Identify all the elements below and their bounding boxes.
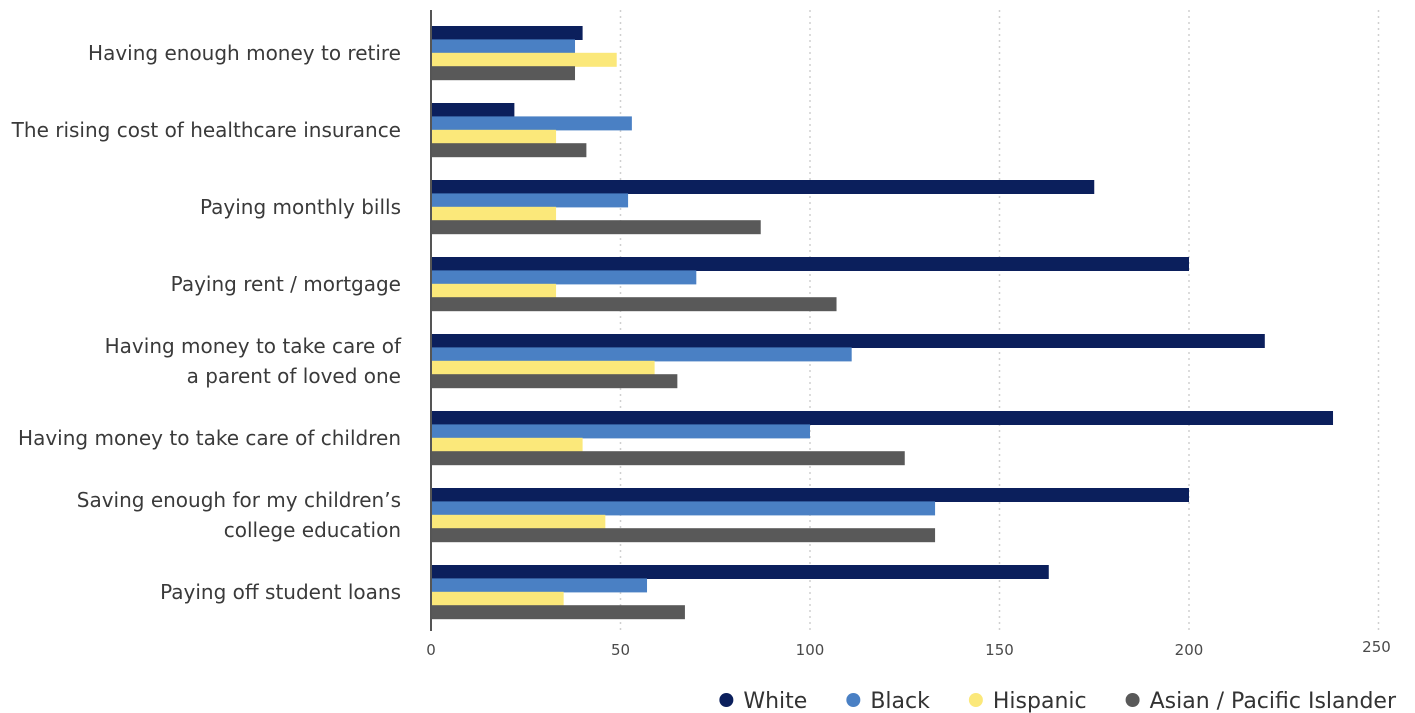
bar-black <box>431 578 648 593</box>
category-label: The rising cost of healthcare insurance <box>11 118 401 142</box>
category-label: Paying monthly bills <box>200 195 401 219</box>
x-tick-label: 200 <box>1175 641 1204 659</box>
bar-hispanic <box>431 591 564 606</box>
legend-item: Asian / Pacific Islander <box>1125 689 1397 713</box>
bar-white <box>431 26 583 40</box>
category-label: college education <box>224 518 401 542</box>
category-label: Paying rent / mortgage <box>171 272 401 296</box>
category-label: Having enough money to retire <box>88 41 401 65</box>
bar-white <box>431 257 1189 271</box>
x-tick-labels: 0 50 100 150 200 250 <box>426 638 1391 659</box>
legend-swatch <box>719 693 734 707</box>
bar-black <box>431 193 629 208</box>
category-label: Having money to take care of children <box>18 426 401 450</box>
bar-black <box>431 347 852 362</box>
bar-asian-pacific-islander <box>431 297 837 312</box>
x-tick-label: 250 <box>1362 638 1391 656</box>
bar-white <box>431 565 1049 579</box>
bar-asian-pacific-islander <box>431 528 936 543</box>
bars <box>431 26 1334 620</box>
bar-asian-pacific-islander <box>431 451 905 466</box>
bar-asian-pacific-islander <box>431 605 685 620</box>
bar-hispanic <box>431 52 617 67</box>
category-labels: Having enough money to retire The rising … <box>11 41 402 604</box>
legend-label: White <box>743 689 807 713</box>
bar-white <box>431 103 515 117</box>
bar-hispanic <box>431 514 606 529</box>
legend-label: Black <box>870 689 930 713</box>
category-label: Having money to take care of <box>105 334 402 358</box>
category-label: Saving enough for my children’s <box>77 488 401 512</box>
grid-lines <box>619 10 1380 631</box>
bar-black <box>431 501 936 516</box>
bar-black <box>431 116 632 131</box>
legend-item: White <box>719 689 807 713</box>
x-tick-label: 100 <box>796 641 825 659</box>
bar-black <box>431 424 810 439</box>
bar-white <box>431 334 1265 348</box>
x-tick-label: 150 <box>985 641 1014 659</box>
bar-hispanic <box>431 283 557 298</box>
bar-asian-pacific-islander <box>431 143 587 158</box>
bar-hispanic <box>431 129 557 144</box>
bar-white <box>431 411 1334 425</box>
legend-item: Hispanic <box>968 689 1087 713</box>
bar-black <box>431 270 697 285</box>
legend-swatch <box>968 693 983 707</box>
bar-black <box>431 39 576 54</box>
bar-hispanic <box>431 437 583 452</box>
bar-white <box>431 488 1189 502</box>
bar-hispanic <box>431 206 557 221</box>
legend-item: Black <box>846 689 930 713</box>
legend-swatch <box>1125 693 1140 707</box>
legend-label: Asian / Pacific Islander <box>1150 689 1397 713</box>
bar-asian-pacific-islander <box>431 374 678 389</box>
legend-swatch <box>846 693 861 707</box>
category-label: Paying off student loans <box>160 580 401 604</box>
bar-asian-pacific-islander <box>431 66 576 81</box>
x-tick-label: 50 <box>611 641 630 659</box>
legend-label: Hispanic <box>993 689 1087 713</box>
category-label: a parent of loved one <box>187 364 401 388</box>
legend: White Black Hispanic Asian / Pacific Island… <box>719 689 1397 713</box>
bar-white <box>431 180 1095 194</box>
x-tick-label: 0 <box>426 641 436 659</box>
bar-hispanic <box>431 360 655 375</box>
bar-asian-pacific-islander <box>431 220 761 235</box>
